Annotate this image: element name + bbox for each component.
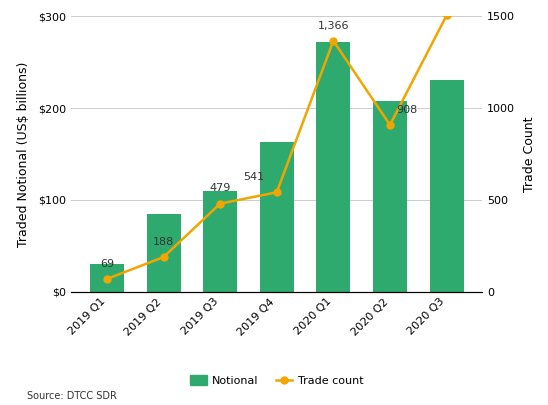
Bar (90, 264, 124, 292)
Text: 1,366: 1,366 (318, 21, 349, 30)
Bar (373, 101, 407, 292)
Text: 1,504: 1,504 (0, 404, 1, 405)
Text: 188: 188 (153, 237, 174, 247)
Text: Source: DTCC SDR: Source: DTCC SDR (27, 391, 117, 401)
Legend: Notional, Trade count: Notional, Trade count (186, 371, 368, 391)
Bar (260, 142, 294, 292)
Text: 479: 479 (209, 183, 231, 193)
Text: 908: 908 (396, 104, 418, 115)
Text: 541: 541 (243, 172, 265, 182)
Y-axis label: Trade Count: Trade Count (523, 116, 536, 192)
Y-axis label: Traded Notional (US$ billions): Traded Notional (US$ billions) (17, 61, 30, 247)
Bar (203, 191, 237, 292)
Text: 69: 69 (100, 259, 114, 269)
Bar (430, 81, 464, 292)
Bar (316, 42, 350, 292)
Bar (146, 213, 180, 292)
